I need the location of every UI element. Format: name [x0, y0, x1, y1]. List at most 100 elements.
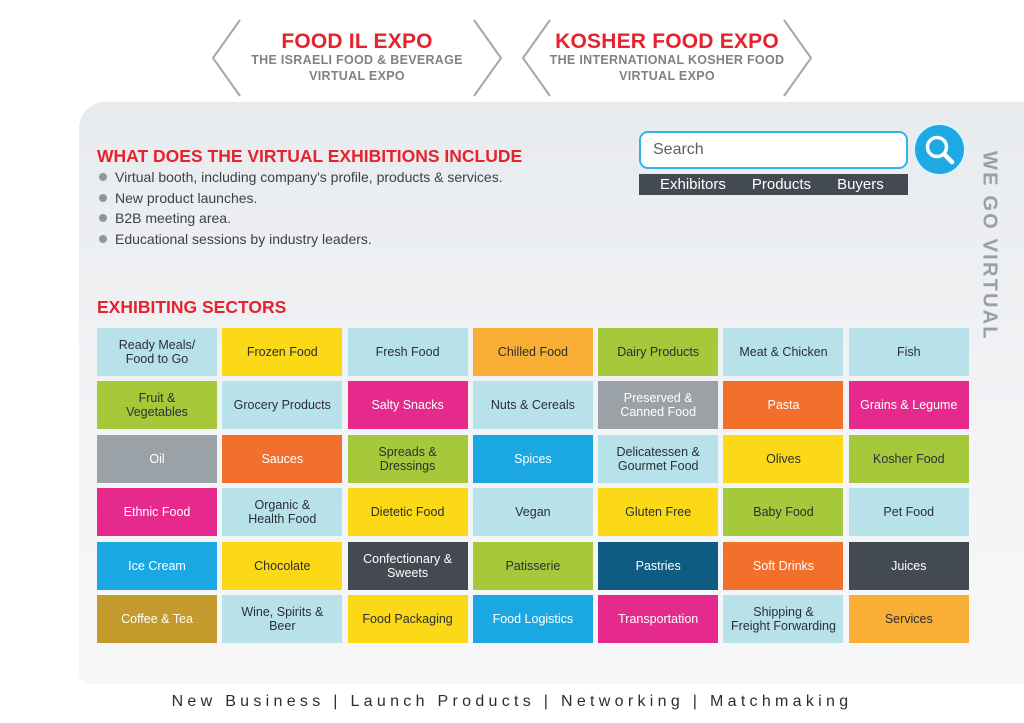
- sector-label: Chilled Food: [497, 345, 568, 359]
- sector-tile[interactable]: Gluten Free: [598, 488, 719, 537]
- chevron-frame-icon: [211, 19, 503, 97]
- sector-label: Sauces: [261, 451, 304, 466]
- include-heading: WHAT DOES THE VIRTUAL EXHIBITIONS INCLUD…: [97, 146, 523, 166]
- sector-label: Delicatessen & Gourmet Food: [616, 444, 700, 473]
- sector-label: Fish: [896, 345, 921, 359]
- include-list: Virtual booth, including company's profi…: [98, 167, 503, 249]
- sector-tile[interactable]: Services: [848, 594, 969, 643]
- sector-tile[interactable]: Frozen Food: [222, 328, 343, 376]
- search-box: [639, 131, 908, 169]
- search-icon: [925, 135, 955, 165]
- sector-tile[interactable]: Sauces: [222, 434, 343, 483]
- sector-tile[interactable]: Dietetic Food: [347, 488, 468, 537]
- sector-tile[interactable]: Preserved & Canned Food: [598, 381, 719, 430]
- sector-label: Ready Meals/ Food to Go: [118, 338, 196, 366]
- filter-exhibitors[interactable]: Exhibitors: [660, 176, 726, 193]
- food-il-expo-link[interactable]: FOOD IL EXPO THE ISRAELI FOOD & BEVERAGE…: [207, 18, 507, 98]
- sector-label: Grocery Products: [233, 398, 331, 413]
- search-button[interactable]: [915, 125, 964, 174]
- sector-label: Ethnic Food: [123, 505, 191, 520]
- filter-products[interactable]: Products: [751, 176, 812, 193]
- sector-tile[interactable]: Spices: [472, 434, 593, 483]
- sector-tile[interactable]: Vegan: [472, 488, 593, 537]
- search-input[interactable]: [651, 133, 905, 167]
- sector-label: Juices: [891, 558, 927, 573]
- list-item: New product launches.: [98, 188, 503, 209]
- sector-tile[interactable]: Spreads & Dressings: [347, 434, 468, 483]
- sector-label: Pasta: [767, 398, 800, 413]
- sector-tile[interactable]: Grocery Products: [222, 381, 343, 430]
- sector-label: Soft Drinks: [752, 558, 815, 573]
- sector-tile[interactable]: Salty Snacks: [347, 381, 468, 430]
- sector-tile[interactable]: Dairy Products: [598, 328, 719, 376]
- sector-label: Frozen Food: [246, 345, 318, 359]
- sector-label: Spreads & Dressings: [378, 444, 437, 473]
- sector-label: Fresh Food: [375, 345, 440, 359]
- sector-tile[interactable]: Grains & Legume: [848, 381, 969, 430]
- chevron-frame-icon: [521, 19, 813, 97]
- sector-tile[interactable]: Patisserie: [472, 541, 593, 590]
- sector-label: Chocolate: [254, 558, 311, 573]
- kosher-food-expo-link[interactable]: KOSHER FOOD EXPO THE INTERNATIONAL KOSHE…: [517, 18, 817, 98]
- bullet-icon: [99, 173, 107, 181]
- sector-label: Salty Snacks: [371, 398, 444, 413]
- sector-label: Dietetic Food: [370, 505, 445, 520]
- sector-tile[interactable]: Food Packaging: [347, 594, 468, 643]
- sector-tile[interactable]: Baby Food: [723, 488, 844, 537]
- sector-tile[interactable]: Delicatessen & Gourmet Food: [598, 434, 719, 483]
- sector-label: Oil: [149, 451, 165, 466]
- sector-label: Spices: [514, 451, 552, 466]
- sector-tile[interactable]: Pasta: [723, 381, 844, 430]
- sector-tile[interactable]: Coffee & Tea: [97, 594, 217, 643]
- sector-tile[interactable]: Olives: [723, 434, 844, 483]
- footer-tagline: New Business | Launch Products | Network…: [171, 693, 853, 710]
- sector-label: Patisserie: [505, 558, 561, 573]
- sector-label: Nuts & Cereals: [490, 398, 575, 413]
- sector-tile[interactable]: Confectionary & Sweets: [347, 541, 468, 590]
- sector-label: Olives: [766, 451, 801, 466]
- sector-tile[interactable]: Chocolate: [222, 541, 343, 590]
- sector-tile[interactable]: Soft Drinks: [723, 541, 844, 590]
- sector-label: Vegan: [515, 505, 551, 520]
- filter-buyers[interactable]: Buyers: [837, 176, 884, 193]
- sector-label: Kosher Food: [872, 451, 945, 466]
- sector-label: Pastries: [635, 558, 681, 573]
- sector-tile[interactable]: Chilled Food: [472, 328, 593, 376]
- sector-label: Shipping & Freight Forwarding: [731, 604, 836, 633]
- sector-tile[interactable]: Transportation: [598, 594, 719, 643]
- expo-title: KOSHER FOOD EXPO: [555, 30, 779, 53]
- sector-tile[interactable]: Meat & Chicken: [723, 328, 844, 376]
- sector-label: Pet Food: [883, 505, 935, 520]
- sector-label: Coffee & Tea: [121, 611, 193, 626]
- sector-label: Meat & Chicken: [739, 345, 828, 359]
- sector-label: Services: [884, 611, 933, 626]
- sector-tile[interactable]: Ready Meals/ Food to Go: [97, 328, 217, 376]
- sector-label: Preserved & Canned Food: [620, 391, 697, 420]
- sector-tile[interactable]: Fruit & Vegetables: [97, 381, 217, 430]
- sector-label: Fruit & Vegetables: [126, 391, 188, 420]
- bullet-icon: [99, 193, 107, 202]
- bullet-icon: [99, 234, 107, 243]
- sector-tile[interactable]: Wine, Spirits & Beer: [222, 594, 343, 643]
- sector-tile[interactable]: Fresh Food: [347, 328, 468, 376]
- sector-label: Food Logistics: [492, 611, 574, 626]
- sector-tile[interactable]: Ice Cream: [97, 541, 217, 590]
- sector-tile[interactable]: Juices: [848, 541, 969, 590]
- sector-tile[interactable]: Pastries: [598, 541, 719, 590]
- sector-tile[interactable]: Ethnic Food: [97, 488, 217, 537]
- expo-subtitle: THE ISRAELI FOOD & BEVERAGE VIRTUAL EXPO: [251, 53, 463, 83]
- sector-tile[interactable]: Shipping & Freight Forwarding: [723, 594, 844, 643]
- search-filter-bar: Exhibitors Products Buyers: [639, 174, 908, 195]
- sector-label: Confectionary & Sweets: [363, 551, 453, 580]
- sector-tile[interactable]: Kosher Food: [848, 434, 969, 483]
- sectors-heading: EXHIBITING SECTORS: [97, 297, 287, 317]
- sector-tile[interactable]: Oil: [97, 434, 217, 483]
- side-tagline: WE GO VIRTUAL: [978, 151, 1001, 341]
- sector-label: Organic & Health Food: [248, 498, 317, 527]
- sector-tile[interactable]: Pet Food: [848, 488, 969, 537]
- sector-tile[interactable]: Food Logistics: [472, 594, 593, 643]
- sector-tile[interactable]: Fish: [848, 328, 969, 376]
- sector-label: Transportation: [618, 611, 699, 626]
- sector-tile[interactable]: Nuts & Cereals: [472, 381, 593, 430]
- sector-tile[interactable]: Organic & Health Food: [222, 488, 343, 537]
